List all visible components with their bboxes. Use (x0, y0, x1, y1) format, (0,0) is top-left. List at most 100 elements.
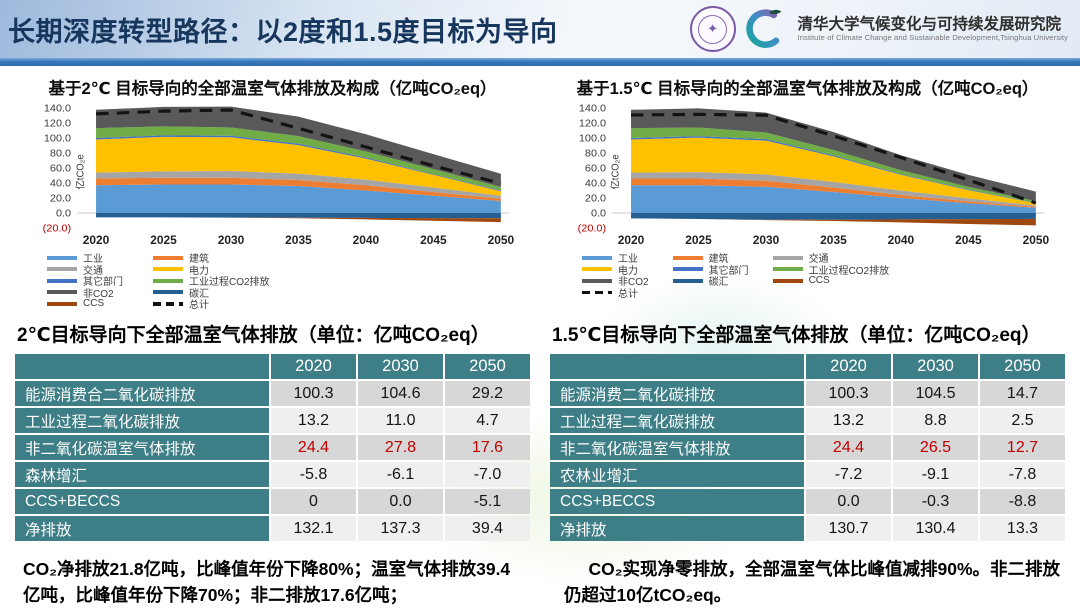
table-cell: -0.3 (893, 489, 978, 514)
x-tick-label: 2035 (820, 234, 847, 247)
legend-label: 总计 (618, 288, 638, 300)
x-tick-label: 2030 (218, 234, 245, 247)
y-tick-label: 0.0 (591, 208, 606, 220)
y-tick-label: 60.0 (585, 163, 606, 175)
area-建筑 (96, 177, 501, 201)
table-cell: 0 (271, 489, 356, 514)
legend-swatch (153, 290, 183, 295)
area-交通 (631, 172, 1036, 207)
table-row: 净排放 132.1 137.3 39.4 (15, 516, 530, 541)
legend-2c: 工业 建筑 交通 电力 其它部门 工业过程CO2排放 非CO2 碳汇 CCS 总计 (47, 252, 270, 312)
row-label: 净排放 (15, 516, 269, 541)
legend-dash-swatch (582, 290, 612, 294)
y-tick-label: 140.0 (579, 103, 606, 115)
table-row: 森林增汇 -5.8 -6.1 -7.0 (15, 462, 530, 487)
table-cell: 27.8 (358, 435, 443, 460)
table-cell: 24.4 (806, 435, 891, 460)
legend-item: 建筑 (153, 252, 270, 265)
legend-swatch (772, 255, 803, 260)
table-cell: 100.3 (271, 381, 356, 406)
table-cell: 137.3 (358, 516, 443, 541)
row-label: 工业过程二氧化碳排放 (15, 408, 269, 433)
row-label: 非二氧化碳温室气体排放 (550, 435, 804, 460)
table-corner-cell (15, 354, 269, 379)
chart-2c: 140.0 120.0 100.0 80.0 60.0 40.0 20.0 0.0 (20.0)… (13, 100, 532, 250)
x-tick-label: 2035 (285, 234, 312, 247)
legend-swatch (153, 267, 183, 272)
legend-item: 工业过程CO2排放 (772, 264, 889, 277)
x-tick-label: 2040 (888, 234, 915, 247)
institute-name-cn: 清华大学气候变化与可持续发展研究院 (797, 15, 1062, 33)
legend-item: 工业 (582, 252, 649, 265)
table-cell: 13.2 (806, 408, 891, 433)
table-container-1p5c: 2020 2030 2050 能源消费二氧化碳排放 100.3 104.5 14.7 工业过程… (548, 352, 1067, 543)
table-cell: 132.1 (271, 516, 356, 541)
legend-swatch (47, 278, 77, 283)
table-row: 净排放 130.7 130.4 13.3 (550, 516, 1065, 541)
legend-label: 交通 (83, 265, 103, 277)
legend-item: 总计 (582, 287, 649, 300)
y-tick-label: 100.0 (44, 133, 71, 145)
table-container-2c: 2020 2030 2050 能源消费合二氧化碳排放 100.3 104.6 29.2 工业过… (13, 352, 532, 543)
legend-wrap-2c: 工业 建筑 交通 电力 其它部门 工业过程CO2排放 非CO2 碳汇 CCS 总计 (13, 250, 532, 314)
legend-swatch (772, 267, 803, 272)
table-row: 工业过程二氧化碳排放 13.2 8.8 2.5 (550, 408, 1065, 433)
legend-label: 碳汇 (708, 277, 729, 289)
legend-label: CCS (83, 298, 105, 310)
area-电力 (631, 137, 1036, 206)
legend-item: 交通 (772, 252, 890, 265)
area-碳汇 (631, 213, 1036, 220)
emissions-table: 2020 2030 2050 能源消费二氧化碳排放 100.3 104.5 14.7 工业过程… (548, 352, 1067, 543)
table-cell: -5.8 (271, 462, 356, 487)
legend-swatch (153, 255, 183, 260)
legend-swatch (582, 278, 612, 283)
legend-swatch (153, 278, 183, 283)
legend-item: 其它部门 (47, 275, 123, 288)
legend-label: 工业 (83, 254, 103, 266)
x-tick-label: 2045 (955, 234, 982, 247)
legend-item: 非CO2 (582, 275, 649, 288)
x-tick-label: 2025 (685, 234, 712, 247)
area-CCS (631, 218, 1036, 226)
table-row: CCS+BECCS 0 0.0 -5.1 (15, 489, 530, 514)
column-1p5c: 基于1.5℃ 目标导向的全部温室气体排放及构成（亿吨CO₂eq） 140.0 12… (548, 70, 1067, 609)
legend-label: 碳汇 (189, 288, 209, 300)
area-CCS (96, 217, 501, 223)
total-line (631, 112, 1037, 205)
y-tick-label: 40.0 (50, 178, 71, 190)
area-建筑 (631, 178, 1036, 208)
note-1p5c: CO₂实现净零排放，全部温室气体比峰值减排90%。非二排放仍超过10亿tCO₂e… (564, 559, 1061, 606)
area-非CO2 (96, 106, 501, 187)
row-label: 能源消费合二氧化碳排放 (15, 381, 269, 406)
chart-1p5c: 140.0 120.0 100.0 80.0 60.0 40.0 20.0 0.0 (20.0)… (548, 100, 1067, 250)
institute-name-block: 清华大学气候变化与可持续发展研究院 Institute of Climate C… (798, 16, 1068, 43)
table-year-header: 2030 (893, 354, 978, 379)
legend-swatch (47, 267, 77, 272)
legend-item: 工业过程CO2排放 (153, 275, 270, 288)
y-tick-label: 40.0 (585, 178, 606, 190)
legend-label: 电力 (618, 265, 638, 277)
y-tick-label: 0.0 (56, 208, 71, 220)
chart-title-2c: 基于2℃ 目标导向的全部温室气体排放及构成（亿吨CO₂eq） (48, 80, 497, 98)
iccsd-c-logo-icon (745, 9, 782, 48)
chart-title-1p5c: 基于1.5℃ 目标导向的全部温室气体排放及构成（亿吨CO₂eq） (576, 80, 1039, 98)
table-header-row: 2020 2030 2050 (550, 354, 1065, 379)
y-tick-label: 20.0 (50, 193, 71, 205)
table-cell: -9.1 (893, 462, 978, 487)
x-tick-label: 2020 (83, 234, 110, 247)
y-tick-label: 120.0 (44, 118, 71, 130)
y-tick-label: 80.0 (50, 148, 71, 160)
x-tick-label: 2030 (753, 234, 780, 247)
table-cell: 4.7 (445, 408, 530, 433)
x-tick-label: 2025 (150, 234, 177, 247)
table-cell: 13.3 (980, 516, 1065, 541)
table-cell: 13.2 (271, 408, 356, 433)
table-year-header: 2030 (358, 354, 443, 379)
y-tick-label: 60.0 (50, 163, 71, 175)
table-year-header: 2050 (980, 354, 1065, 379)
legend-label: 总计 (189, 300, 209, 312)
table-cell: 39.4 (445, 516, 530, 541)
row-label: CCS+BECCS (550, 489, 804, 514)
y-tick-label: (20.0) (578, 223, 606, 235)
